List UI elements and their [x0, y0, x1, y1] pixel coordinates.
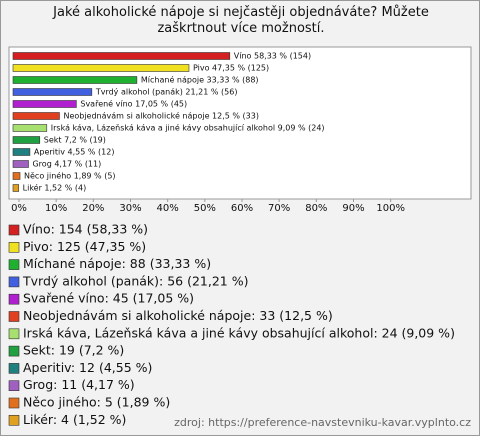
x-tick-label: 0% [11, 203, 27, 214]
legend-swatch [8, 345, 20, 357]
legend-label: Sekt: 19 (7,2 %) [23, 343, 124, 358]
legend-swatch [8, 224, 20, 236]
bar-label: Pivo 47,35 % (125) [193, 64, 269, 73]
x-tick-label: 50% [194, 203, 216, 214]
bar-label: Neobjednávám si alkoholické nápoje 12,5 … [63, 111, 259, 121]
bar-label: Něco jiného 1,89 % (5) [24, 171, 116, 181]
x-tick-label: 40% [157, 203, 179, 214]
bar [12, 148, 31, 156]
bar [12, 184, 19, 192]
x-tick-label: 30% [119, 203, 141, 214]
bar-label: Tvrdý alkohol (panák) 21,21 % (56) [95, 88, 238, 97]
bar [12, 172, 21, 180]
bar [12, 64, 190, 72]
legend-label: Irská káva, Lázeňská káva a jiné kávy ob… [23, 325, 455, 340]
x-tick-label: 90% [342, 203, 364, 214]
x-tick-label: 70% [268, 203, 290, 214]
bar [12, 52, 231, 60]
bar-label: Míchané nápoje 33,33 % (88) [141, 75, 259, 85]
x-tick-label: 10% [45, 203, 67, 214]
bar-label: Sekt 7,2 % (19) [44, 136, 106, 145]
bar-label: Svařené víno 17,05 % (45) [80, 99, 187, 109]
bar [12, 112, 60, 120]
legend-label: Neobjednávám si alkoholické nápoje: 33 (… [23, 308, 333, 323]
legend-swatch [8, 397, 20, 409]
legend-label: Likér: 4 (1,52 %) [23, 412, 126, 427]
legend-swatch [8, 293, 20, 305]
bar-label: Likér 1,52 % (4) [23, 183, 87, 193]
bar [12, 76, 138, 84]
legend-label: Grog: 11 (4,17 %) [23, 377, 135, 392]
chart-title: Jaké alkoholické nápoje si nejčastěji ob… [53, 5, 429, 36]
legend-label: Svařené víno: 45 (17,05 %) [23, 291, 194, 306]
bar-label: Aperitiv 4,55 % (12) [34, 148, 115, 157]
legend-label: Víno: 154 (58,33 %) [23, 222, 148, 237]
bar [12, 100, 77, 108]
bar [12, 88, 93, 96]
bar-label: Irská káva, Lázeňská káva a jiné kávy ob… [51, 123, 325, 133]
legend-label: Něco jiného: 5 (1,89 %) [23, 395, 170, 410]
legend-swatch [8, 242, 20, 253]
x-tick-label: 80% [305, 203, 327, 214]
legend-label: Pivo: 125 (47,35 %) [23, 239, 146, 254]
bar-label: Víno 58,33 % (154) [234, 52, 311, 61]
source: zdroj: https://preference-navstevniku-ka… [174, 416, 471, 429]
legend-swatch [8, 311, 20, 322]
legend-swatch [8, 380, 20, 392]
legend-swatch [8, 414, 20, 426]
legend-label: Míchané nápoje: 88 (33,33 %) [23, 256, 211, 271]
x-tick-label: 100% [376, 203, 405, 214]
plot-box [8, 46, 472, 200]
legend-label: Tvrdý alkohol (panák): 56 (21,21 %) [22, 273, 248, 288]
legend-swatch [8, 363, 20, 374]
bar [12, 160, 29, 168]
legend-swatch [8, 328, 20, 340]
legend-label: Aperitiv: 12 (4,55 %) [23, 360, 152, 375]
legend-swatch [8, 276, 20, 288]
legend-swatch [8, 259, 20, 270]
bar [12, 136, 41, 144]
x-tick-label: 20% [82, 203, 104, 214]
x-tick-label: 60% [231, 203, 253, 214]
bar [12, 124, 48, 132]
bar-label: Grog 4,17 % (11) [32, 160, 101, 169]
